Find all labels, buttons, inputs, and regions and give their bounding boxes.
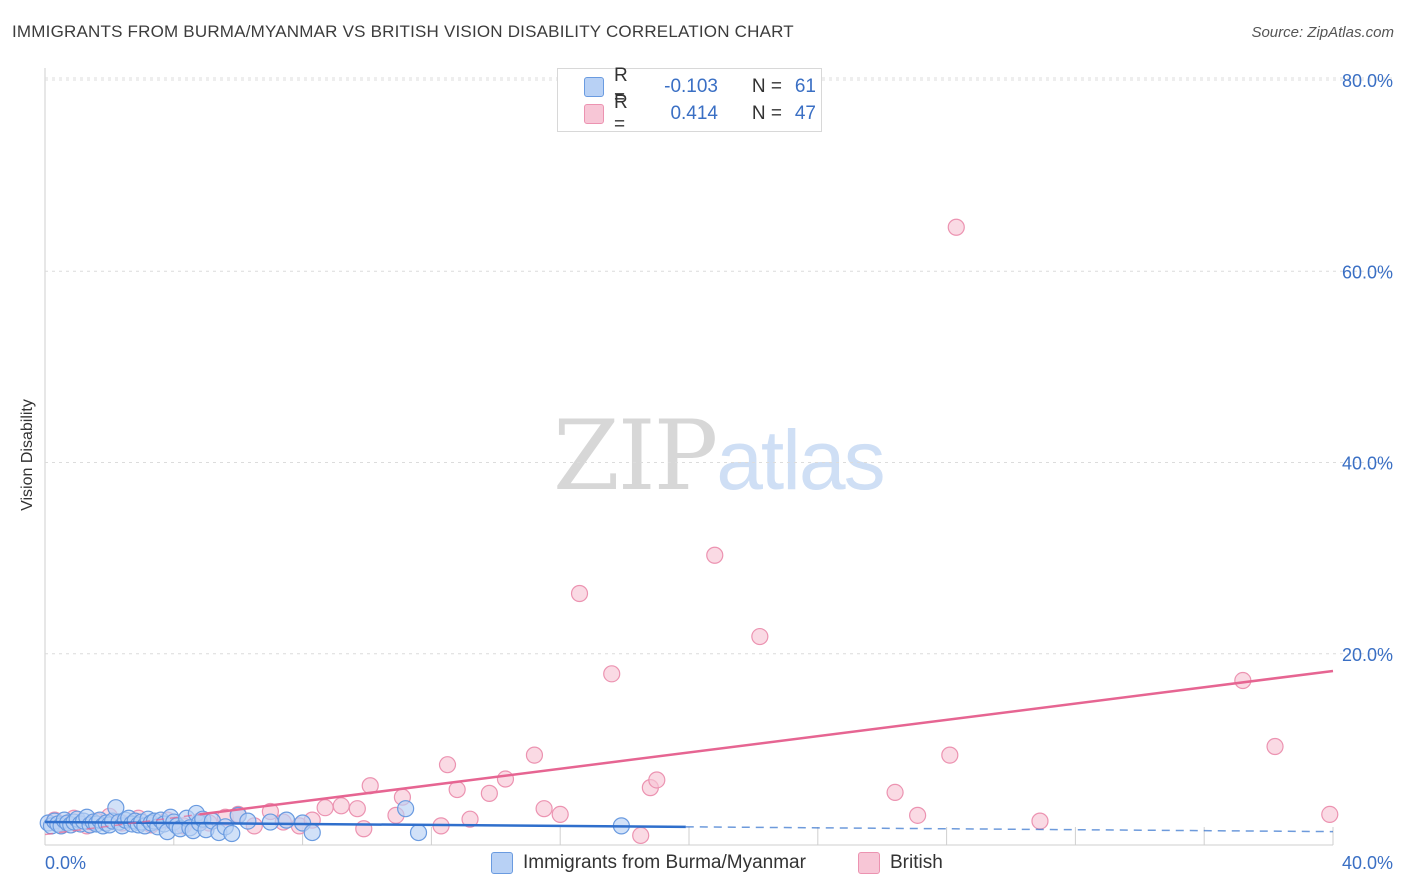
legend-swatch-burma bbox=[491, 852, 513, 874]
legend-r-label: R = bbox=[614, 92, 628, 135]
legend-n-value: 47 bbox=[794, 103, 816, 124]
british-point bbox=[1031, 812, 1049, 830]
british-point bbox=[461, 810, 479, 828]
legend-n-value: 61 bbox=[794, 76, 816, 97]
british-point bbox=[332, 797, 350, 815]
british-point bbox=[496, 770, 515, 788]
series-legend: Immigrants from Burma/Myanmar British bbox=[0, 852, 1406, 878]
british-point bbox=[632, 826, 650, 845]
correlation-legend: R = -0.103 N = 61 R = 0.414 N = 47 bbox=[557, 65, 822, 135]
british-trend-line bbox=[199, 669, 1334, 816]
burma-point bbox=[303, 823, 321, 842]
legend-r-value: 0.414 bbox=[670, 103, 718, 124]
british-point bbox=[941, 746, 959, 764]
british-point bbox=[706, 546, 724, 564]
british-point bbox=[886, 783, 904, 802]
legend-r-label: R = bbox=[614, 65, 628, 108]
british-point bbox=[947, 218, 965, 236]
legend-row-burma: R = -0.103 N = 61 bbox=[558, 65, 816, 108]
british-point bbox=[480, 784, 498, 802]
british-point bbox=[525, 746, 544, 764]
british-point bbox=[348, 800, 366, 818]
legend-item-british[interactable]: British bbox=[858, 852, 943, 874]
legend-swatch-burma bbox=[584, 77, 604, 97]
british-point bbox=[603, 665, 621, 683]
legend-label-burma: Immigrants from Burma/Myanmar bbox=[523, 852, 806, 873]
british-point bbox=[1266, 737, 1284, 756]
x-tick-label: 0.0% bbox=[45, 853, 86, 873]
y-tick-label: 80.0% bbox=[1342, 71, 1393, 91]
burma-point bbox=[397, 800, 415, 818]
british-point bbox=[448, 780, 466, 799]
x-tick-label: 40.0% bbox=[1342, 853, 1393, 873]
british-point bbox=[1321, 805, 1339, 824]
watermark: ZIPatlas bbox=[553, 400, 886, 512]
british-point bbox=[751, 627, 769, 646]
british-point bbox=[316, 799, 334, 817]
british-point bbox=[648, 771, 666, 789]
british-point bbox=[551, 805, 569, 824]
legend-n-label: N = bbox=[751, 76, 782, 97]
legend-item-burma[interactable]: Immigrants from Burma/Myanmar bbox=[491, 852, 806, 874]
burma-point bbox=[409, 823, 428, 842]
british-trend-dashed bbox=[44, 813, 200, 836]
y-tick-label: 40.0% bbox=[1342, 454, 1393, 474]
british-point bbox=[570, 584, 589, 603]
burma-point bbox=[223, 824, 241, 843]
source-credit: Source: ZipAtlas.com bbox=[1251, 24, 1394, 41]
legend-r-value: -0.103 bbox=[664, 76, 718, 97]
british-point bbox=[535, 800, 553, 818]
british-point bbox=[438, 756, 457, 774]
watermark-atlas: atlas bbox=[716, 413, 885, 507]
burma-trend-dashed bbox=[685, 826, 1334, 833]
british-point bbox=[909, 806, 927, 824]
watermark-zip: ZIP bbox=[553, 400, 718, 512]
y-tick-label: 20.0% bbox=[1342, 645, 1393, 665]
burma-point bbox=[261, 813, 279, 831]
burma-trend-line bbox=[44, 820, 686, 829]
legend-n-label: N = bbox=[751, 103, 782, 124]
chart-title: IMMIGRANTS FROM BURMA/MYANMAR VS BRITISH… bbox=[12, 22, 794, 41]
burma-point bbox=[239, 812, 257, 830]
legend-label-british: British bbox=[890, 852, 943, 873]
y-tick-label: 60.0% bbox=[1342, 262, 1393, 282]
legend-swatch-british bbox=[858, 852, 880, 874]
burma-point bbox=[277, 811, 296, 829]
legend-swatch-british bbox=[584, 104, 604, 124]
legend-row-british: R = 0.414 N = 47 bbox=[558, 92, 816, 135]
